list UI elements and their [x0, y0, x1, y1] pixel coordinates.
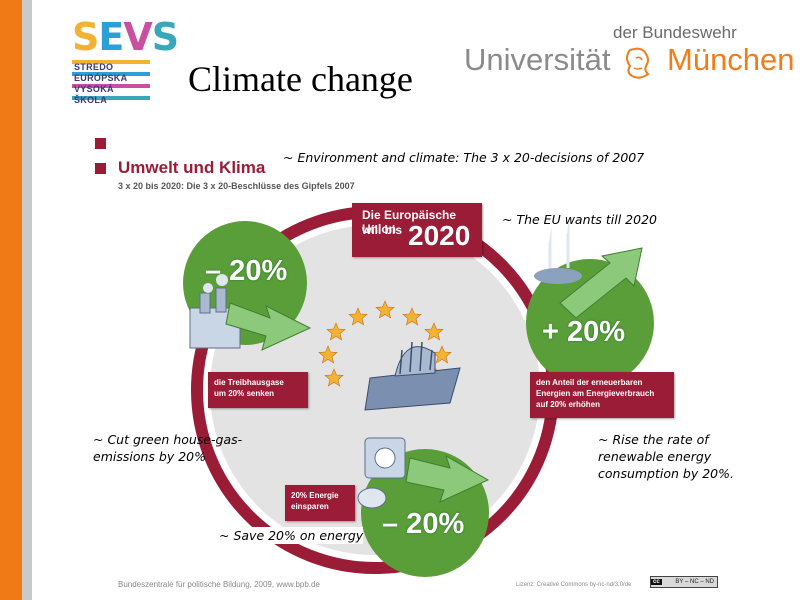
annotation-save-energy: ~ Save 20% on energy — [219, 527, 364, 544]
annotation-environment: ~ Environment and climate: The 3 x 20-de… — [283, 150, 645, 165]
green-circle-right — [526, 259, 654, 387]
arrow-right-icon — [405, 454, 490, 503]
sevs-logo-letters: SEVS — [72, 15, 179, 59]
annotation-line: renewable energy — [598, 449, 712, 464]
annotation-rise-renewables: ~ Rise the rate of renewable energy cons… — [598, 431, 734, 482]
arrow-down-right-icon — [225, 302, 312, 351]
percent-bottom: – 20% — [382, 508, 465, 540]
cc-badge-mark: cc — [651, 579, 662, 585]
annotation-line: emissions by 20% — [93, 449, 206, 464]
infographic-art — [183, 201, 654, 577]
plug-icon — [357, 437, 406, 509]
sevs-line: ŠKOLA — [74, 95, 107, 105]
left-orange-strip — [0, 0, 22, 600]
sevs-line: VYSOKÁ — [74, 84, 114, 94]
sevs-line: STREDO — [74, 62, 114, 72]
annotation-eu-wants: ~ The EU wants till 2020 — [502, 212, 657, 227]
annotation-line: ~ Rise the rate of — [598, 432, 709, 447]
label-line: 20% Energie — [291, 491, 339, 500]
sevs-color-bar — [72, 72, 150, 76]
eu-box-line2: will bis — [362, 223, 403, 237]
sevs-color-bar — [72, 60, 150, 64]
eu-stars-icon — [318, 300, 452, 387]
arrow-up-right-icon — [559, 247, 643, 319]
label-line: die Treibhausgase — [214, 378, 284, 387]
label-line: Energien am Energieverbrauch — [536, 389, 655, 398]
graphic-title: Umwelt und Klima — [118, 158, 266, 177]
university-logo-right: München — [667, 42, 795, 77]
sevs-letter: E — [98, 15, 124, 59]
percent-right: + 20% — [542, 316, 626, 348]
left-gray-strip — [22, 0, 32, 600]
cc-license-badge: cc BY – NC – ND — [650, 576, 718, 588]
university-logo-left: Universität — [464, 42, 611, 77]
slide-title: Climate change — [188, 59, 413, 99]
graphic-subtitle: 3 x 20 bis 2020: Die 3 x 20-Beschlüsse d… — [118, 181, 355, 191]
sevs-logo: SEVS STREDO EURÓPSKA VYSOKÁ ŠKOLA — [72, 15, 179, 108]
cc-badge-terms: BY – NC – ND — [675, 579, 714, 585]
sevs-color-bar — [72, 84, 150, 88]
eu-box-year: 2020 — [408, 220, 471, 251]
sevs-line: EURÓPSKA — [74, 73, 128, 83]
label-line: einsparen — [291, 502, 329, 511]
reichstag-dome-icon — [364, 341, 461, 411]
graphic-source: Bundeszentrale für politische Bildung, 2… — [118, 580, 320, 589]
label-energy-saving: 20% Energie einsparen — [285, 485, 355, 521]
percent-left: – 20% — [205, 255, 288, 287]
bullet-square — [95, 138, 106, 149]
university-logo-top: der Bundeswehr — [613, 23, 737, 42]
eu-box-line1: Die Europäische Union — [362, 208, 457, 236]
label-line: um 20% senken — [214, 389, 275, 398]
university-profile-icon — [626, 47, 650, 79]
graphic-license: Lizenz: Creative Commons by-nc-nd/3.0/de — [516, 582, 632, 588]
wind-turbine-icon — [534, 201, 585, 284]
university-logo: der Bundeswehr Universität München — [462, 18, 795, 80]
annotation-cut-emissions: ~ Cut green house-gas- emissions by 20% — [93, 431, 242, 465]
eu-box: Die Europäische Union will bis 2020 — [352, 203, 482, 257]
label-line: den Anteil der erneuerbaren — [536, 378, 643, 387]
annotation-line: ~ Cut green house-gas- — [93, 432, 243, 447]
sevs-letter: S — [151, 15, 179, 59]
sevs-color-bar — [72, 96, 150, 100]
label-greenhouse: die Treibhausgase um 20% senken — [208, 372, 308, 408]
bullet-square — [95, 163, 106, 174]
sevs-letter: V — [123, 15, 152, 59]
sevs-letter: S — [72, 15, 99, 59]
annotation-line: consumption by 20%. — [598, 466, 734, 481]
label-line: auf 20% erhöhen — [536, 400, 601, 409]
label-renewables: den Anteil der erneuerbaren Energien am … — [530, 372, 674, 418]
